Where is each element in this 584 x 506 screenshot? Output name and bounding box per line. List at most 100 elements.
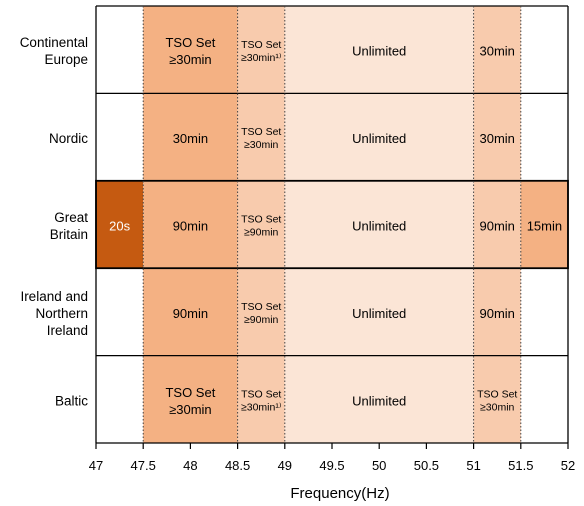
segment-label-continental-europe-51-line: 30min — [479, 44, 514, 59]
segment-baltic-48.5-49 — [237, 355, 285, 443]
segment-label-great-britain-49: Unlimited — [352, 218, 406, 233]
row-label-nordic-line: Nordic — [49, 131, 88, 146]
segment-label-continental-europe-48.5-line: ≥30min¹⁾ — [241, 52, 282, 64]
segment-label-great-britain-47.5-line: 90min — [173, 218, 208, 233]
segment-label-continental-europe-47.5: TSO Set ≥30min — [165, 35, 215, 67]
segment-label-continental-europe-47.5-line: TSO Set — [165, 35, 215, 50]
segment-label-continental-europe-47.5-line: ≥30min — [169, 52, 212, 67]
segment-nordic-47.5-48.5 — [143, 93, 238, 181]
segment-label-baltic-51: TSO Set ≥30min — [477, 388, 517, 413]
segment-label-ireland-and-northern-ireland-48.5: TSO Set ≥90min — [241, 301, 281, 326]
segment-label-great-britain-51: 90min — [479, 218, 514, 233]
segment-baltic-49-51 — [284, 355, 474, 443]
segment-label-continental-europe-48.5-line: TSO Set — [241, 39, 281, 51]
segment-label-nordic-49: Unlimited — [352, 131, 406, 146]
row-label-nordic: Nordic — [49, 131, 88, 146]
segment-label-nordic-51: 30min — [479, 131, 514, 146]
segment-label-continental-europe-49: Unlimited — [352, 44, 406, 59]
segment-label-great-britain-47.5: 90min — [173, 218, 208, 233]
segment-nordic-48.5-49 — [237, 93, 285, 181]
x-tick-label: 48.5 — [225, 458, 250, 473]
segment-label-baltic-47.5-line: ≥30min — [169, 402, 212, 417]
segment-great-britain-49-51 — [284, 180, 474, 269]
segment-label-ireland-and-northern-ireland-51-line: 90min — [479, 306, 514, 321]
segment-ireland-and-northern-ireland-48.5-49 — [237, 268, 285, 356]
x-tick-label: 47.5 — [131, 458, 156, 473]
segment-great-britain-51.5-52 — [520, 180, 568, 269]
segment-label-great-britain-47-line: 20s — [109, 218, 130, 233]
segment-label-nordic-48.5: TSO Set ≥30min — [241, 126, 281, 151]
row-label-baltic: Baltic — [55, 393, 88, 408]
x-tick-label: 49 — [278, 458, 292, 473]
segment-label-continental-europe-48.5: TSO Set ≥30min¹⁾ — [241, 39, 282, 64]
x-tick-label: 48 — [183, 458, 197, 473]
row-label-ireland-and-northern-ireland-line: Ireland and — [20, 289, 88, 304]
segment-label-ireland-and-northern-ireland-48.5-line: ≥90min — [244, 314, 279, 326]
segment-label-continental-europe-51: 30min — [479, 44, 514, 59]
segment-label-great-britain-48.5-line: TSO Set — [241, 214, 281, 226]
segment-great-britain-47-47.5 — [96, 180, 144, 269]
segment-great-britain-47.5-48.5 — [143, 180, 238, 269]
segment-nordic-51-51.5 — [473, 93, 521, 181]
segment-label-great-britain-49-line: Unlimited — [352, 218, 406, 233]
row-label-ireland-and-northern-ireland-line: Ireland — [47, 323, 88, 338]
segment-label-ireland-and-northern-ireland-49-line: Unlimited — [352, 306, 406, 321]
row-label-baltic-line: Baltic — [55, 393, 88, 408]
segment-label-baltic-48.5: TSO Set ≥30min¹⁾ — [241, 388, 282, 413]
segment-baltic-51-51.5 — [473, 355, 521, 443]
segment-label-ireland-and-northern-ireland-49: Unlimited — [352, 306, 406, 321]
segment-label-continental-europe-49-line: Unlimited — [352, 44, 406, 59]
row-label-ireland-and-northern-ireland: Ireland and Northern Ireland — [20, 289, 88, 338]
row-label-great-britain: Great Britain — [50, 210, 89, 242]
segment-label-great-britain-51.5: 15min — [527, 218, 562, 233]
segment-label-ireland-and-northern-ireland-48.5-line: TSO Set — [241, 301, 281, 313]
segment-label-ireland-and-northern-ireland-47.5: 90min — [173, 306, 208, 321]
x-tick-label: 52 — [561, 458, 575, 473]
x-tick-label: 51.5 — [508, 458, 533, 473]
segment-label-nordic-47.5-line: 30min — [173, 131, 208, 146]
x-tick-label: 49.5 — [319, 458, 344, 473]
row-label-great-britain-line: Great — [54, 210, 88, 225]
segment-continental-europe-51-51.5 — [473, 6, 521, 94]
row-label-continental-europe-line: Europe — [44, 52, 88, 67]
segment-label-ireland-and-northern-ireland-47.5-line: 90min — [173, 306, 208, 321]
x-tick-label: 50.5 — [414, 458, 439, 473]
segment-label-great-britain-51.5-line: 15min — [527, 218, 562, 233]
segment-label-baltic-47.5-line: TSO Set — [165, 385, 215, 400]
row-label-great-britain-line: Britain — [50, 227, 88, 242]
segment-continental-europe-49-51 — [284, 6, 474, 94]
segment-great-britain-51-51.5 — [473, 180, 521, 269]
grid-layer — [95, 5, 569, 449]
segment-label-baltic-49: Unlimited — [352, 393, 406, 408]
row-label-continental-europe: Continental Europe — [20, 35, 88, 67]
segment-nordic-49-51 — [284, 93, 474, 181]
segment-ireland-and-northern-ireland-51-51.5 — [473, 268, 521, 356]
segment-label-nordic-49-line: Unlimited — [352, 131, 406, 146]
row-label-ireland-and-northern-ireland-line: Northern — [35, 306, 88, 321]
segment-ireland-and-northern-ireland-47.5-48.5 — [143, 268, 238, 356]
segment-label-baltic-48.5-line: ≥30min¹⁾ — [241, 401, 282, 413]
segment-label-great-britain-51-line: 90min — [479, 218, 514, 233]
x-tick-label: 50 — [372, 458, 386, 473]
segment-continental-europe-47.5-48.5 — [143, 6, 238, 94]
segments-layer — [96, 6, 568, 443]
segment-ireland-and-northern-ireland-49-51 — [284, 268, 474, 356]
segment-label-nordic-47.5: 30min — [173, 131, 208, 146]
segment-label-baltic-51-line: TSO Set — [477, 388, 517, 400]
segment-baltic-47.5-48.5 — [143, 355, 238, 443]
segment-label-baltic-47.5: TSO Set ≥30min — [165, 385, 215, 417]
segment-label-baltic-51-line: ≥30min — [480, 401, 515, 413]
segment-label-baltic-49-line: Unlimited — [352, 393, 406, 408]
row-label-continental-europe-line: Continental — [20, 35, 88, 50]
segment-continental-europe-48.5-49 — [237, 6, 285, 94]
segment-label-great-britain-48.5-line: ≥90min — [244, 227, 279, 239]
segment-label-baltic-48.5-line: TSO Set — [241, 388, 281, 400]
segment-label-great-britain-47: 20s — [109, 218, 130, 233]
segment-great-britain-48.5-49 — [237, 180, 285, 269]
x-axis-title: Frequency(Hz) — [290, 485, 389, 502]
segment-label-nordic-48.5-line: TSO Set — [241, 126, 281, 138]
segment-label-nordic-48.5-line: ≥30min — [244, 139, 279, 151]
x-tick-label: 47 — [89, 458, 103, 473]
